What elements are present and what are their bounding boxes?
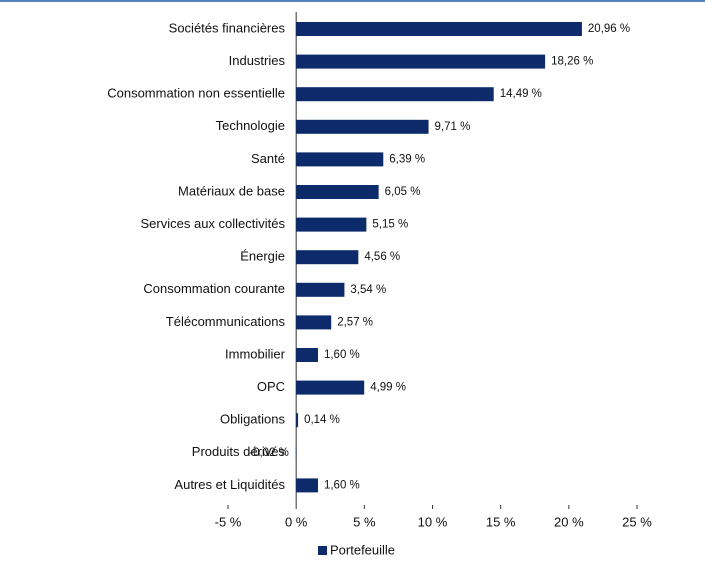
bar [296, 87, 494, 102]
value-label: 4,99 % [370, 382, 406, 394]
category-label: OPC [257, 379, 285, 394]
bar [296, 413, 299, 428]
value-label: 5,15 % [372, 219, 408, 231]
value-label: 4,56 % [364, 251, 400, 263]
category-label: Consommation non essentielle [107, 86, 285, 101]
value-label: 2,57 % [337, 316, 373, 328]
category-label: Énergie [240, 249, 285, 264]
bar [296, 22, 582, 36]
value-label: 14,49 % [500, 88, 542, 100]
value-label: 1,60 % [324, 349, 360, 361]
value-label: 1,60 % [324, 479, 360, 491]
legend-swatch [318, 546, 327, 555]
bar [296, 315, 332, 330]
category-label: Produits dérivés [192, 444, 286, 459]
value-label: 18,26 % [551, 56, 593, 68]
category-label: Sociétés financières [169, 20, 286, 35]
bar [296, 119, 429, 134]
value-label: 20,96 % [588, 23, 630, 35]
value-label: 6,39 % [389, 153, 425, 165]
x-tick-label: -5 % [215, 514, 242, 529]
value-label: 9,71 % [435, 121, 471, 133]
x-tick-label: 10 % [418, 514, 448, 529]
category-label: Autres et Liquidités [174, 477, 285, 492]
bar [296, 152, 384, 167]
bar [296, 54, 546, 69]
value-label: 6,05 % [385, 186, 421, 198]
x-tick-label: 15 % [486, 514, 516, 529]
bar [295, 445, 297, 460]
category-label: Industries [229, 53, 286, 68]
x-tick-label: 25 % [622, 514, 652, 529]
x-tick-label: 5 % [353, 514, 376, 529]
bar [296, 380, 365, 395]
category-label: Technologie [216, 118, 285, 133]
value-label: -0,02 % [249, 447, 289, 459]
bar [296, 185, 379, 199]
category-label: Télécommunications [166, 314, 286, 329]
legend-label: Portefeuille [330, 542, 395, 557]
value-label: 3,54 % [350, 284, 386, 296]
bar [296, 478, 318, 493]
bar [296, 282, 345, 297]
value-label: 0,14 % [304, 414, 340, 426]
category-label: Consommation courante [143, 281, 285, 296]
category-label: Services aux collectivités [141, 216, 286, 231]
x-tick-label: 20 % [554, 514, 584, 529]
category-label: Obligations [220, 412, 286, 427]
category-label: Santé [251, 151, 285, 166]
bar [296, 217, 367, 232]
bar [296, 348, 318, 362]
x-tick-label: 0 % [285, 514, 308, 529]
bar [296, 250, 359, 265]
category-label: Immobilier [225, 346, 286, 361]
category-label: Matériaux de base [178, 183, 285, 198]
